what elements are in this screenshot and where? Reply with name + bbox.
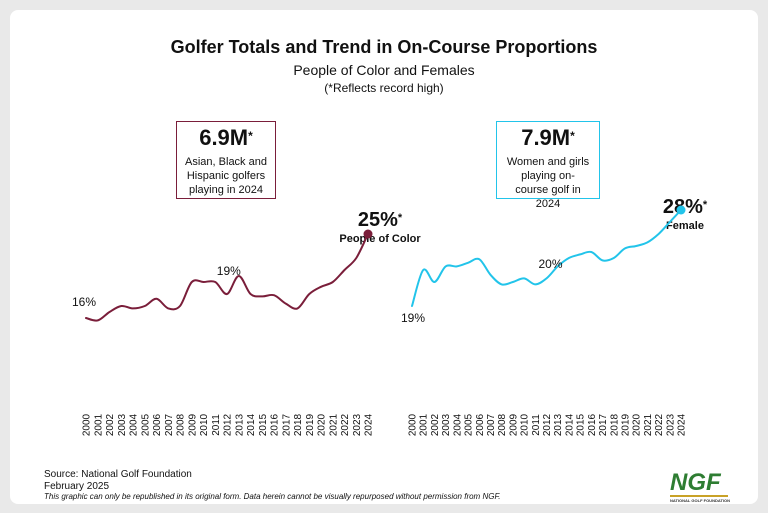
x-tick-label: 2019 — [621, 413, 632, 436]
x-tick-label: 2016 — [587, 413, 598, 436]
x-tick-label: 2013 — [234, 413, 245, 436]
x-tick-label: 2007 — [164, 413, 175, 436]
series-line — [411, 209, 682, 307]
chart-people-of-color: 2000 2001 2002 2003 2004 2005 2006 2007 2008 2009… — [72, 229, 375, 436]
x-tick-label: 2003 — [117, 413, 128, 436]
x-tick-label: 2005 — [464, 413, 475, 436]
x-tick-label: 2023 — [665, 413, 676, 436]
x-tick-label: 2021 — [643, 413, 654, 436]
x-tick-label: 2008 — [176, 413, 187, 436]
x-tick-label: 2000 — [82, 413, 93, 436]
callout-value: 7.9M* — [521, 125, 575, 150]
x-tick-label: 2017 — [598, 413, 609, 436]
x-tick-label: 2001 — [93, 413, 104, 436]
x-tick-label: 2013 — [553, 413, 564, 436]
x-tick-label: 2011 — [531, 414, 542, 436]
x-tick-label: 2019 — [305, 413, 316, 436]
date-text: February 2025 — [44, 481, 110, 492]
x-tick-label: 2014 — [246, 413, 257, 436]
data-label: 20% — [538, 257, 562, 271]
x-tick-label: 2009 — [187, 413, 198, 436]
data-label: 16% — [72, 295, 96, 309]
callout-people-of-color: 6.9M* Asian, Black and Hispanic golfers … — [176, 121, 276, 199]
x-tick-label: 2011 — [211, 414, 222, 436]
x-tick-label: 2005 — [140, 413, 151, 436]
callout-value: 6.9M* — [199, 125, 253, 150]
end-point — [676, 205, 686, 215]
ngf-logo: NGF NATIONAL GOLF FOUNDATION — [670, 469, 730, 503]
x-tick-label: 2007 — [486, 413, 497, 436]
data-label: 19% — [217, 264, 241, 278]
x-tick-label: 2022 — [340, 413, 351, 436]
callout-female: 7.9M* Women and girls playing on-course … — [496, 121, 600, 210]
end-point — [363, 229, 373, 239]
x-tick-label: 2024 — [364, 413, 375, 436]
callout-text: Women and girls playing on-course golf i… — [506, 156, 590, 210]
chart-note: (*Reflects record high) — [324, 81, 444, 95]
callout-text: Asian, Black and Hispanic golfers playin… — [185, 156, 267, 196]
end-series-name: Female — [666, 220, 704, 232]
x-tick-label: 2003 — [441, 413, 452, 436]
x-tick-label: 2002 — [105, 413, 116, 436]
x-tick-label: 2023 — [352, 413, 363, 436]
x-tick-label: 2010 — [199, 413, 210, 436]
x-tick-label: 2014 — [564, 413, 575, 436]
x-tick-label: 2002 — [430, 413, 441, 436]
source-text: Source: National Golf Foundation — [44, 469, 192, 480]
x-tick-label: 2022 — [654, 413, 665, 436]
disclaimer-text: This graphic can only be republished in … — [44, 492, 501, 501]
x-tick-label: 2018 — [609, 413, 620, 436]
end-series-name: People of Color — [339, 233, 421, 245]
x-tick-label: 2015 — [258, 413, 269, 436]
x-tick-label: 2020 — [317, 413, 328, 436]
x-tick-label: 2004 — [129, 413, 140, 436]
chart-title: Golfer Totals and Trend in On-Course Pro… — [170, 37, 598, 57]
x-tick-label: 2017 — [281, 413, 292, 436]
x-tick-label: 2009 — [508, 413, 519, 436]
x-tick-label: 2016 — [270, 413, 281, 436]
x-tick-label: 2004 — [452, 413, 463, 436]
x-tick-label: 2006 — [152, 413, 163, 436]
chart-subtitle: People of Color and Females — [293, 62, 475, 78]
x-tick-label: 2010 — [520, 413, 531, 436]
chart-female: 2000 2001 2002 2003 2004 2005 2006 2007 2008 2009… — [401, 205, 688, 436]
end-value: 25%* — [357, 209, 403, 231]
x-tick-label: 2012 — [542, 413, 553, 436]
data-label: 19% — [401, 311, 425, 325]
chart-card — [10, 10, 758, 504]
x-tick-label: 2018 — [293, 413, 304, 436]
x-tick-label: 2006 — [475, 413, 486, 436]
x-tick-label: 2020 — [632, 413, 643, 436]
x-tick-label: 2024 — [677, 413, 688, 436]
x-tick-label: 2021 — [328, 413, 339, 436]
x-tick-label: 2000 — [408, 413, 419, 436]
series-line — [85, 233, 369, 322]
end-label-people-of-color: 25%* People of Color — [330, 209, 430, 245]
x-tick-label: 2008 — [497, 413, 508, 436]
x-tick-label: 2001 — [419, 413, 430, 436]
x-tick-label: 2015 — [576, 413, 587, 436]
x-tick-label: 2012 — [223, 413, 234, 436]
